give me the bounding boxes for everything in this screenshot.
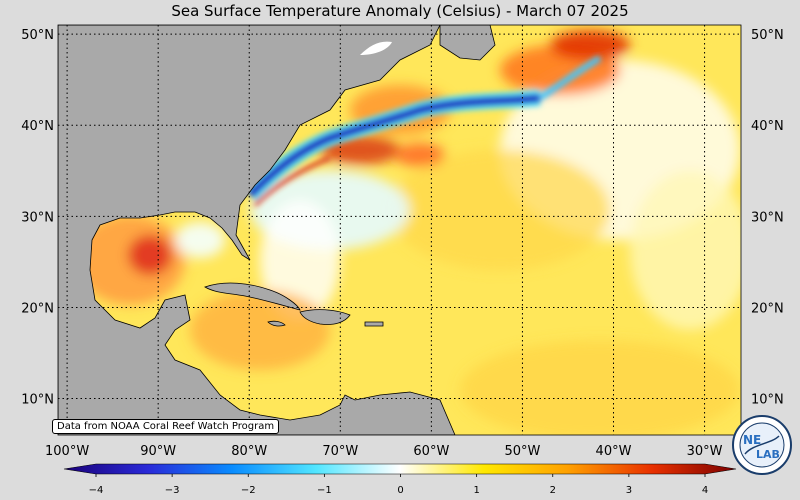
anomaly-field <box>60 30 741 435</box>
colorbar-tick-label: 4 <box>702 485 708 496</box>
land-masses <box>58 25 496 435</box>
lat-ticks-right: 50°N 40°N 30°N 20°N 10°N <box>751 28 784 407</box>
colorbar-tick-label: 2 <box>550 485 556 496</box>
lat-tick-label: 10°N <box>21 393 54 408</box>
lon-tick-label: 90°W <box>140 444 176 459</box>
cuba-island <box>204 282 301 311</box>
lat-ticks-left: 50°N 40°N 30°N 20°N 10°N <box>21 28 54 407</box>
colorbar-tick-label: −3 <box>165 485 180 496</box>
colorbar-tick-label: 1 <box>473 485 479 496</box>
lat-tick-label: 20°N <box>21 301 54 316</box>
lat-tick-label: 30°N <box>21 210 54 225</box>
page-title: Sea Surface Temperature Anomaly (Celsius… <box>171 2 629 20</box>
colorbar-tick-label: 0 <box>397 485 403 496</box>
lat-tick-label: 50°N <box>751 28 784 43</box>
logo-text-top: NE <box>743 433 761 447</box>
nexlab-logo-icon: NE LAB <box>732 415 792 475</box>
lon-tick-label: 40°W <box>596 444 632 459</box>
colorbar-tick-label: −4 <box>89 485 104 496</box>
colorbar-tick-label: 3 <box>626 485 632 496</box>
lat-tick-label: 30°N <box>751 210 784 225</box>
colorbar: −4 −3 −2 −1 0 1 2 3 4 <box>63 463 737 496</box>
lat-tick-label: 40°N <box>21 119 54 134</box>
lon-tick-label: 50°W <box>504 444 540 459</box>
north-america-land <box>58 25 456 435</box>
colorbar-tick-label: −1 <box>317 485 332 496</box>
colorbar-tick-label: −2 <box>241 485 256 496</box>
lat-tick-label: 50°N <box>21 28 54 43</box>
lon-tick-label: 60°W <box>413 444 449 459</box>
lat-tick-label: 40°N <box>751 119 784 134</box>
logo-text-bottom: LAB <box>756 448 780 461</box>
map-frame <box>57 24 742 436</box>
grid-lines <box>58 25 741 435</box>
puerto-rico-island <box>364 321 384 327</box>
lat-tick-label: 20°N <box>751 301 784 316</box>
data-credit-label: Data from NOAA Coral Reef Watch Program <box>52 419 280 434</box>
hispaniola-island <box>299 309 351 325</box>
lon-tick-label: 70°W <box>322 444 358 459</box>
gulf-st-lawrence-water <box>360 41 392 55</box>
lon-ticks-bottom: 100°W 90°W 80°W 70°W 60°W 50°W 40°W 30°W <box>45 444 723 459</box>
lon-tick-label: 30°W <box>687 444 723 459</box>
gulf-stream-cold-anomaly <box>244 55 602 207</box>
lon-tick-label: 100°W <box>45 444 89 459</box>
lon-tick-label: 80°W <box>231 444 267 459</box>
lat-tick-label: 10°N <box>751 393 784 408</box>
jamaica-island <box>267 320 286 327</box>
